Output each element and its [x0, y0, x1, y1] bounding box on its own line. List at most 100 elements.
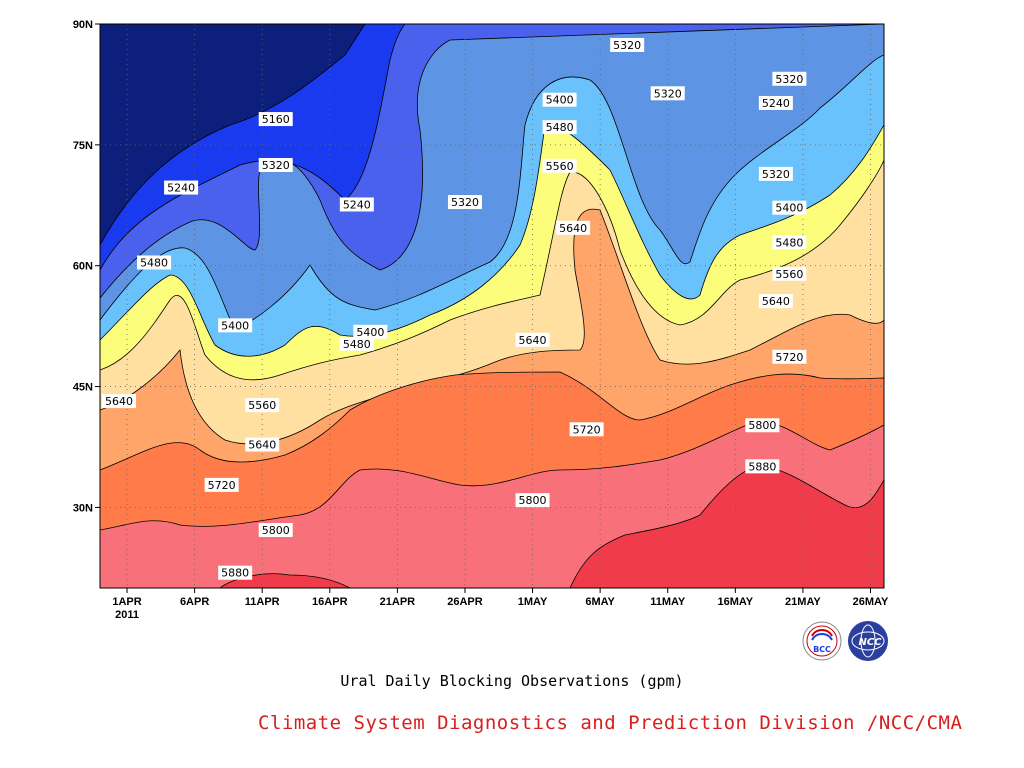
contour-band-10-high [569, 464, 884, 588]
contour-label-bg [772, 200, 807, 215]
contour-label: 5800 [515, 493, 550, 508]
contour-label-bg [772, 349, 807, 364]
contour-label: 5560 [245, 398, 280, 413]
contour-label: 5480 [542, 120, 577, 135]
contour-label: 5640 [245, 437, 280, 452]
contour-label: 5400 [772, 200, 807, 215]
contour-label-bg [245, 398, 280, 413]
contour-label-text: 5320 [762, 168, 790, 181]
bcc-logo: BCC [802, 621, 842, 661]
contour-label: 5480 [137, 255, 172, 270]
contour-label-text: 5640 [559, 222, 587, 235]
contour-fill-layer [100, 24, 884, 588]
ncc-logo-text: NCC [858, 637, 882, 648]
x-tick-label: 21APR [380, 596, 416, 608]
contour-label-text: 5480 [775, 236, 803, 249]
contour-label-bg [515, 332, 550, 347]
plot-frame [99, 23, 885, 589]
contour-label: 5720 [772, 349, 807, 364]
contour-label-text: 5720 [775, 351, 803, 364]
contour-label-text: 5880 [748, 460, 776, 473]
contour-label: 5880 [218, 565, 253, 580]
credit-line: Climate System Diagnostics and Predictio… [258, 712, 963, 734]
contour-label-text: 5800 [262, 524, 290, 537]
contour-label-text: 5560 [546, 160, 574, 173]
contour-label-bg [542, 92, 577, 107]
contour-label-text: 5400 [356, 326, 384, 339]
contour-label-bg [258, 158, 293, 172]
contour-label-bg [218, 565, 253, 580]
contour-label-bg [569, 422, 604, 437]
contour-label: 5480 [339, 336, 374, 351]
contour-label-text: 5320 [654, 87, 682, 100]
contour-label-layer: 5160 5240 5240 5240 5320 5320 5320 5320 5320 5320… [102, 37, 807, 580]
bcc-logo-text: BCC [813, 645, 831, 654]
contour-label-text: 5640 [105, 395, 133, 408]
contour-label-bg [745, 418, 780, 433]
contour-label: 5320 [758, 166, 793, 181]
y-tick-label: 30N [73, 502, 93, 514]
contour-label: 5560 [772, 266, 807, 281]
contour-label-text: 5480 [546, 121, 574, 134]
x-tick-label: 16MAY [717, 596, 753, 608]
x-tick-label: 1MAY [518, 596, 548, 608]
contour-label-text: 5800 [748, 419, 776, 432]
contour-label-bg [515, 493, 550, 508]
contour-label-text: 5800 [519, 494, 547, 507]
contour-label: 5160 [258, 112, 293, 127]
contour-label-bg [758, 166, 793, 181]
contour-label-bg [353, 324, 388, 339]
contour-label-text: 5720 [208, 479, 236, 492]
x-tick-label: 11MAY [650, 596, 686, 608]
contour-label-text: 5320 [775, 73, 803, 86]
x-tick-label: 6APR [180, 596, 209, 608]
contour-label-text: 5240 [167, 182, 195, 195]
chart-title: Ural Daily Blocking Observations (gpm) [340, 672, 684, 690]
contour-label: 5720 [204, 477, 239, 492]
y-tick-label: 75N [73, 140, 93, 152]
contour-label: 5480 [772, 235, 807, 250]
contour-label: 5320 [447, 195, 482, 210]
contour-label: 5640 [758, 294, 793, 309]
x-tick-label: 6MAY [585, 596, 615, 608]
contour-label-bg [650, 86, 685, 101]
contour-label-bg [339, 336, 374, 351]
contour-label: 5880 [745, 459, 780, 474]
contour-label: 5800 [258, 522, 293, 537]
x-tick-label: 26APR [447, 596, 483, 608]
x-year-label: 2011 [115, 609, 139, 621]
contour-label-text: 5400 [546, 94, 574, 107]
contour-label: 5720 [569, 422, 604, 437]
x-tick-label: 26MAY [853, 596, 889, 608]
contour-label-bg [204, 477, 239, 492]
contour-label: 5800 [745, 418, 780, 433]
contour-label-bg [745, 459, 780, 474]
contour-label-text: 5560 [248, 399, 276, 412]
contour-label-bg [102, 394, 136, 409]
contour-label-bg [258, 112, 293, 127]
contour-band-10-high [219, 573, 351, 588]
y-tick-label: 90N [73, 19, 93, 31]
contour-label-bg [542, 120, 577, 135]
contour-label-text: 5160 [262, 113, 290, 126]
contour-label-bg [772, 71, 807, 86]
contour-label: 5400 [353, 324, 388, 339]
contour-label: 5560 [542, 158, 577, 173]
contour-label-text: 5320 [262, 159, 290, 172]
contour-label-text: 5320 [451, 196, 479, 209]
contour-label: 5640 [102, 394, 136, 409]
contour-label: 5320 [258, 158, 293, 172]
contour-label-text: 5640 [762, 295, 790, 308]
contour-label-text: 5560 [775, 268, 803, 281]
contour-label-bg [164, 180, 199, 195]
y-tick-label: 45N [73, 382, 93, 394]
contour-label-bg [245, 437, 280, 452]
contour-label-bg [218, 318, 253, 333]
contour-label-bg [339, 197, 374, 212]
contour-label-text: 5400 [221, 319, 249, 332]
contour-label: 5640 [515, 332, 550, 347]
contour-label-text: 5240 [343, 198, 371, 211]
contour-label-text: 5400 [775, 202, 803, 215]
